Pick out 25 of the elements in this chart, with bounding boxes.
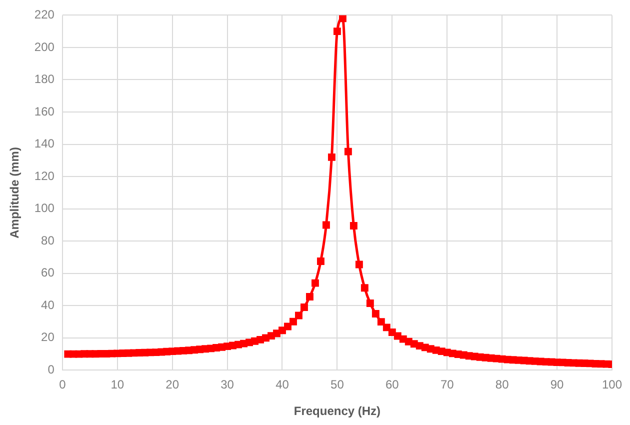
x-tick-label: 0 <box>59 378 66 392</box>
x-tick-label: 70 <box>440 378 454 392</box>
x-tick-label: 90 <box>550 378 564 392</box>
x-tick-label: 10 <box>110 378 124 392</box>
y-tick-label: 20 <box>41 330 55 344</box>
y-tick-label: 160 <box>34 104 55 118</box>
x-tick-label: 50 <box>330 378 344 392</box>
y-tick-label: 200 <box>34 40 55 54</box>
y-tick-label: 180 <box>34 72 55 86</box>
y-tick-label: 40 <box>41 298 55 312</box>
x-tick-label: 20 <box>166 378 180 392</box>
x-tick-label: 100 <box>602 378 622 392</box>
y-axis-title: Amplitude (mm) <box>8 147 22 238</box>
y-tick-label: 140 <box>34 136 55 151</box>
y-tick-label: 60 <box>41 266 55 280</box>
x-tick-label: 80 <box>495 378 510 392</box>
x-axis-title: Frequency (Hz) <box>294 404 381 418</box>
y-tick-label: 120 <box>34 168 55 183</box>
x-tick-label: 30 <box>220 378 234 392</box>
y-tick-label: 220 <box>34 8 55 22</box>
y-tick-label: 80 <box>41 233 55 248</box>
y-tick-label: 0 <box>48 362 55 377</box>
x-tick-label: 60 <box>385 378 400 392</box>
y-tick-label: 100 <box>34 201 55 216</box>
x-tick-label: 40 <box>276 378 290 392</box>
